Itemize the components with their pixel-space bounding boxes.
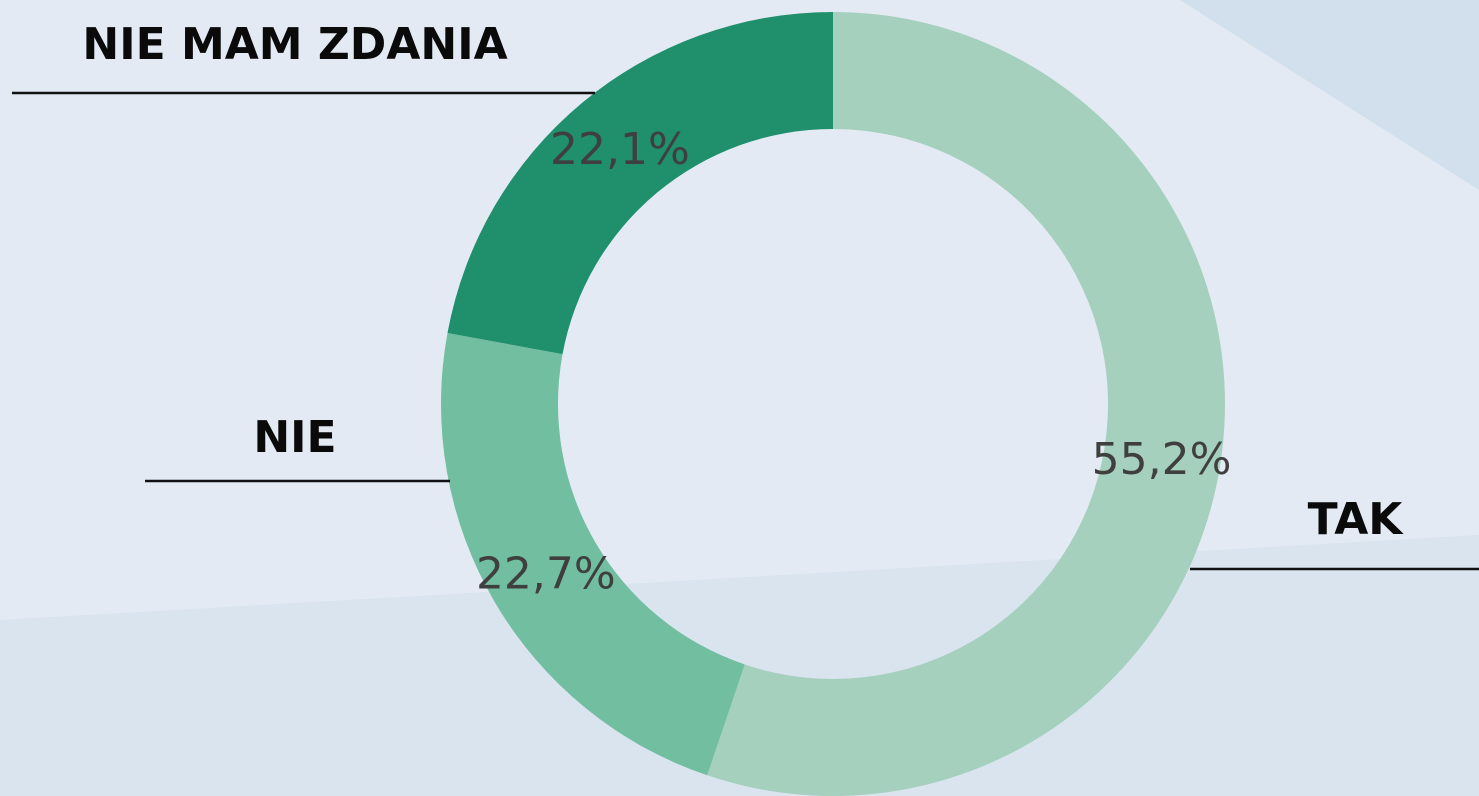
category-label: TAK: [1308, 494, 1405, 545]
value-label: 55,2%: [1092, 434, 1232, 485]
donut-segment: [440, 332, 745, 776]
value-label: 22,1%: [550, 124, 690, 175]
donut-segment: [707, 12, 1226, 796]
value-label: 22,7%: [476, 549, 616, 600]
category-label: NIE MAM ZDANIA: [82, 19, 507, 70]
background-shape: [1180, 0, 1479, 190]
category-label: NIE: [253, 412, 336, 463]
donut-segment: [447, 12, 833, 355]
